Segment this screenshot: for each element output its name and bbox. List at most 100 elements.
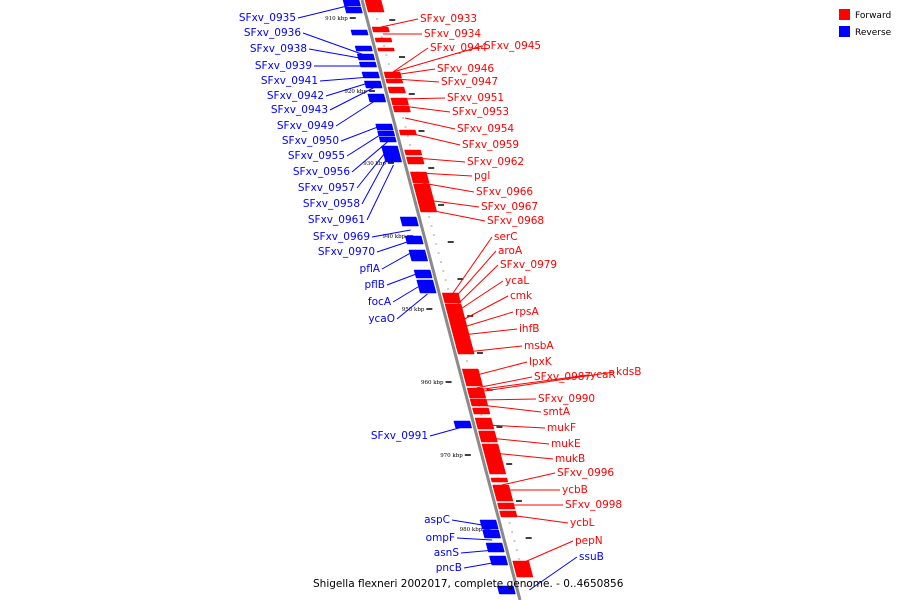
gene-label[interactable]: SFxv_0962 <box>467 156 524 168</box>
gene-label[interactable]: aroA <box>498 245 523 257</box>
gene-label[interactable]: SFxv_0958 <box>303 198 360 210</box>
forward-gene-feature[interactable] <box>371 26 390 33</box>
forward-gene-feature[interactable] <box>474 417 495 430</box>
gene-label[interactable]: rpsA <box>515 306 539 318</box>
forward-gene-feature[interactable] <box>415 193 438 213</box>
forward-gene-feature[interactable] <box>390 97 409 106</box>
gene-label[interactable]: ycbL <box>570 517 595 529</box>
gene-label[interactable]: SFxv_0966 <box>476 186 533 198</box>
forward-gene-feature[interactable] <box>478 430 498 443</box>
gene-label[interactable]: lpxK <box>529 356 553 368</box>
gene-label[interactable]: SFxv_0942 <box>267 90 324 102</box>
reverse-gene-feature[interactable] <box>377 130 396 137</box>
gene-label[interactable]: kdsB <box>616 366 641 378</box>
gene-label[interactable]: ycaL <box>505 275 529 287</box>
gene-label[interactable]: SFxv_0941 <box>261 75 318 87</box>
reverse-gene-feature[interactable] <box>361 71 380 79</box>
gene-label[interactable]: SFxv_0970 <box>318 246 375 258</box>
gene-label[interactable]: SFxv_0996 <box>557 467 614 479</box>
reverse-gene-feature[interactable] <box>354 45 373 52</box>
gene-label[interactable]: SFxv_0957 <box>298 182 355 194</box>
forward-gene-feature[interactable] <box>512 560 534 578</box>
gene-label[interactable]: SFxv_0936 <box>244 27 301 39</box>
gene-label[interactable]: SFxv_0968 <box>487 215 544 227</box>
gene-label[interactable]: SFxv_0956 <box>293 166 350 178</box>
gene-label[interactable]: pgl <box>474 170 490 182</box>
gene-label[interactable]: ycaO <box>368 313 395 325</box>
gene-label[interactable]: serC <box>494 231 518 243</box>
forward-gene-feature[interactable] <box>374 37 393 43</box>
gene-label[interactable]: SFxv_0991 <box>371 430 428 442</box>
forward-gene-feature[interactable] <box>409 171 430 184</box>
gene-label[interactable]: asnS <box>434 547 460 559</box>
gene-label[interactable]: SFxv_0969 <box>313 231 370 243</box>
gene-label[interactable]: SFxv_0967 <box>481 201 538 213</box>
reverse-gene-feature[interactable] <box>453 420 473 429</box>
gene-label[interactable]: SFxv_0934 <box>424 28 481 40</box>
forward-gene-feature[interactable] <box>387 86 406 94</box>
gene-label[interactable]: msbA <box>524 340 554 352</box>
gene-label[interactable]: pncB <box>436 562 462 574</box>
gene-label[interactable]: SFxv_0990 <box>538 393 595 405</box>
gene-label[interactable]: SFxv_0998 <box>565 499 622 511</box>
gene-label[interactable]: SFxv_0955 <box>288 150 345 162</box>
gene-label[interactable]: aspC <box>424 514 450 526</box>
forward-gene-feature[interactable] <box>481 443 507 475</box>
reverse-gene-feature[interactable] <box>479 519 499 530</box>
reverse-gene-feature[interactable] <box>342 0 361 7</box>
gene-label[interactable]: pflA <box>360 263 381 275</box>
gene-label[interactable]: ycaR <box>590 369 616 381</box>
gene-label[interactable]: SFxv_0959 <box>462 139 519 151</box>
reverse-gene-feature[interactable] <box>399 216 419 227</box>
reverse-gene-feature[interactable] <box>489 555 509 566</box>
gene-label[interactable]: mukE <box>551 438 581 450</box>
gene-label[interactable]: ycbB <box>562 484 588 496</box>
forward-gene-feature[interactable] <box>461 368 483 387</box>
gene-label[interactable]: SFxv_0961 <box>308 214 365 226</box>
forward-gene-feature[interactable] <box>456 346 475 355</box>
gene-label[interactable]: ihfB <box>519 323 539 335</box>
gene-label[interactable]: SFxv_0953 <box>452 106 509 118</box>
gene-label[interactable]: ompF <box>426 532 455 544</box>
gene-label[interactable]: SFxv_0949 <box>277 120 334 132</box>
gene-label[interactable]: pflB <box>365 279 385 291</box>
reverse-gene-feature[interactable] <box>485 542 505 553</box>
forward-gene-feature[interactable] <box>497 502 516 510</box>
gene-label[interactable]: SFxv_0979 <box>500 259 557 271</box>
reverse-gene-feature[interactable] <box>364 80 383 89</box>
gene-label[interactable]: SFxv_0944 <box>430 42 487 54</box>
reverse-gene-feature[interactable] <box>367 93 387 103</box>
gene-label[interactable]: pepN <box>575 535 603 547</box>
gene-label[interactable]: SFxv_0935 <box>239 12 296 24</box>
forward-gene-feature[interactable] <box>377 47 395 52</box>
reverse-gene-feature[interactable] <box>350 29 369 36</box>
gene-label[interactable]: focA <box>368 296 392 308</box>
reverse-gene-feature[interactable] <box>375 123 394 131</box>
forward-gene-feature[interactable] <box>453 337 473 349</box>
forward-gene-feature[interactable] <box>492 484 514 502</box>
reverse-gene-feature[interactable] <box>378 136 397 143</box>
gene-label[interactable]: smtA <box>543 406 571 418</box>
forward-gene-feature[interactable] <box>413 183 433 195</box>
gene-label[interactable]: SFxv_0951 <box>447 92 504 104</box>
reverse-gene-feature[interactable] <box>404 235 424 245</box>
reverse-gene-feature[interactable] <box>356 53 376 61</box>
gene-label[interactable]: SFxv_0933 <box>420 13 477 25</box>
gene-label[interactable]: ssuB <box>579 551 604 563</box>
gene-label[interactable]: SFxv_0943 <box>271 104 328 116</box>
reverse-gene-feature[interactable] <box>416 279 437 294</box>
forward-gene-feature[interactable] <box>364 0 385 13</box>
reverse-gene-feature[interactable] <box>413 269 433 279</box>
forward-gene-feature[interactable] <box>404 149 423 156</box>
gene-label[interactable]: SFxv_0954 <box>457 123 514 135</box>
gene-label[interactable]: mukB <box>555 453 585 465</box>
forward-gene-feature[interactable] <box>447 313 467 324</box>
forward-gene-feature[interactable] <box>490 477 509 483</box>
gene-label[interactable]: cmk <box>510 290 533 302</box>
reverse-gene-feature[interactable] <box>408 249 429 262</box>
reverse-gene-feature[interactable] <box>482 529 501 539</box>
gene-label[interactable]: SFxv_0947 <box>441 76 498 88</box>
reverse-gene-feature[interactable] <box>496 585 516 595</box>
reverse-gene-feature[interactable] <box>344 6 363 14</box>
gene-label[interactable]: SFxv_0938 <box>250 43 307 55</box>
